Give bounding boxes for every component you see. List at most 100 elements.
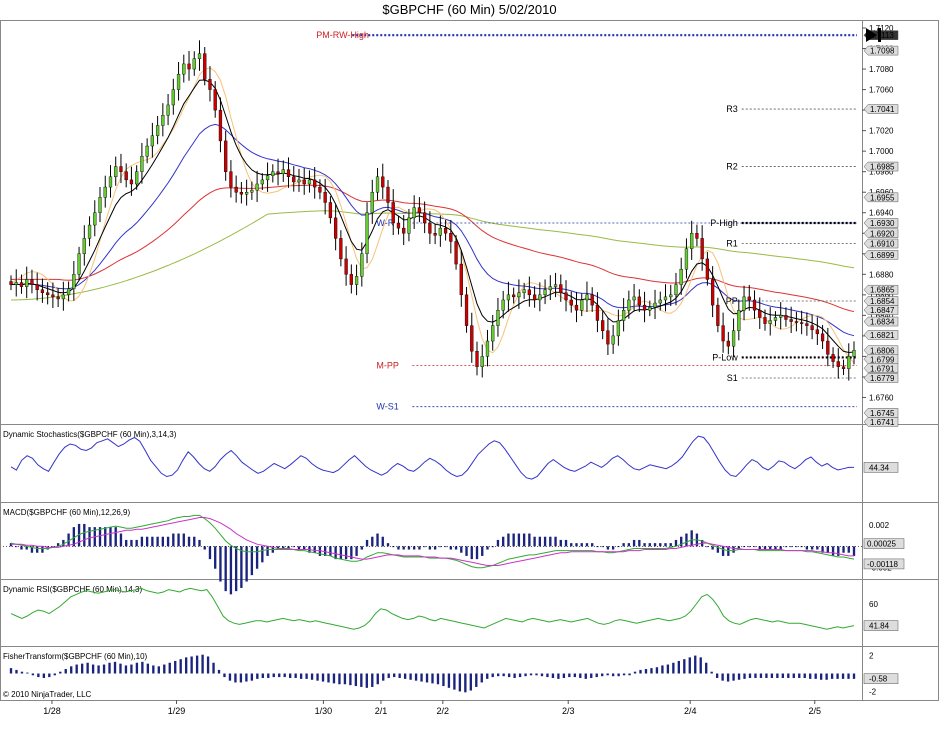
- candle-92: [491, 314, 495, 351]
- candle-body-48: [260, 179, 264, 185]
- macd-hist-bar-55: [297, 546, 301, 550]
- candle-body-76: [407, 217, 411, 234]
- macd-hist-bar-126: [669, 543, 672, 547]
- candle-24: [135, 165, 139, 190]
- macd-hist-bar-68: [365, 539, 369, 547]
- macd-hist-bar-143: [758, 546, 761, 550]
- macd-hist-bar-67: [360, 546, 363, 550]
- fisher-bar-90: [502, 673, 505, 677]
- macd-hist-bar-154: [816, 546, 819, 550]
- fisher-bar-126: [699, 657, 702, 674]
- candle-88: [470, 312, 474, 363]
- macd-hist-bar-98: [522, 533, 526, 547]
- price-tag-box-17: [863, 373, 899, 383]
- candle-body-135: [716, 304, 720, 326]
- macd-hist-bar-30: [166, 536, 170, 547]
- fisher-value-text: -0.58: [869, 675, 888, 684]
- macd-value-text-1: -0.00118: [867, 560, 899, 569]
- candle-body-155: [820, 333, 825, 342]
- candle-body-53: [286, 169, 291, 178]
- price-tag-box-1: [863, 45, 899, 56]
- macd-hist-bar-45: [245, 546, 248, 582]
- candle-body-107: [569, 299, 573, 306]
- fisher-bar-115: [639, 669, 642, 674]
- fisher-bar-79: [442, 673, 445, 687]
- end-bar-icon[interactable]: [878, 28, 881, 42]
- candle-73: [391, 189, 395, 236]
- candle-body-149: [789, 319, 793, 322]
- macd-hist-bar-58: [313, 546, 316, 553]
- candle-161: [852, 341, 856, 365]
- candle-118: [627, 290, 631, 319]
- candle-9: [56, 287, 60, 308]
- fisher-bar-142: [787, 673, 790, 678]
- macd-value-tag-1: [863, 558, 905, 570]
- candle-body-126: [669, 294, 673, 298]
- pivot-label-w-s1: W-S1: [376, 402, 398, 412]
- price-tag-text-7: 1.6910: [870, 240, 895, 249]
- candle-40: [218, 97, 223, 153]
- price-tag-box-11: [863, 305, 899, 315]
- fisher-bar-33: [190, 656, 193, 674]
- candle-body-34: [187, 63, 191, 70]
- fisher-bar-89: [497, 673, 500, 677]
- fisher-bar-112: [622, 673, 626, 676]
- candle-54: [292, 166, 296, 192]
- candle-body-40: [218, 109, 223, 142]
- fisher-bar-40: [228, 673, 232, 681]
- candle-body-12: [72, 274, 76, 289]
- candle-97: [517, 279, 521, 309]
- stoch-value-text: 44.34: [869, 463, 890, 472]
- macd-hist-bar-106: [564, 539, 568, 547]
- candle-body-81: [433, 233, 437, 236]
- pivot-label-r2: R2: [726, 162, 738, 172]
- macd-hist-bar-96: [512, 533, 515, 547]
- macd-hist-bar-145: [769, 546, 772, 550]
- candle-93: [496, 297, 500, 337]
- macd-hist-bar-136: [721, 546, 725, 556]
- fisher-bar-4: [31, 673, 35, 676]
- macd-hist-bar-83: [444, 546, 447, 548]
- macd-hist-bar-147: [779, 546, 782, 550]
- macd-hist-bar-60: [323, 546, 327, 556]
- price-tag-7: 1.6910: [863, 238, 899, 249]
- fisher-bar-46: [261, 673, 264, 678]
- candle-body-11: [66, 288, 71, 296]
- play-end-icon[interactable]: [866, 28, 877, 42]
- macd-hist-bar-62: [334, 546, 337, 560]
- candle-23: [129, 166, 134, 196]
- fisher-bar-22: [130, 664, 133, 674]
- candle-body-161: [852, 350, 856, 357]
- candle-91: [485, 329, 490, 367]
- fisher-bar-14: [86, 662, 89, 674]
- candle-152: [805, 312, 809, 336]
- candle-101: [538, 282, 542, 312]
- stoch-line: [10, 435, 854, 480]
- macd-hist-bar-3: [25, 546, 28, 550]
- fisher-bar-95: [529, 673, 533, 676]
- fisher-bar-104: [579, 673, 582, 678]
- price-tag-13: 1.6821: [863, 330, 899, 340]
- macd-hist-bar-75: [402, 546, 405, 550]
- macd-hist-bar-25: [140, 536, 144, 547]
- scroll-end-button[interactable]: [866, 28, 881, 42]
- fisher-bar-87: [486, 673, 489, 679]
- price-tag-box-9: [863, 284, 899, 295]
- macd-hist-bar-138: [732, 546, 735, 553]
- candle-95: [506, 281, 511, 312]
- candle-30: [166, 94, 170, 126]
- candle-body-72: [386, 186, 390, 203]
- fisher-bar-7: [48, 673, 51, 678]
- candle-145: [768, 307, 772, 336]
- fisher-bar-107: [595, 673, 598, 678]
- macd-hist-bar-125: [664, 543, 667, 547]
- candle-156: [826, 327, 830, 367]
- fisher-bar-133: [737, 673, 741, 680]
- fisher-bar-128: [710, 671, 713, 674]
- macd-hist-bar-90: [481, 546, 484, 556]
- macd-hist-bar-94: [502, 536, 505, 547]
- macd-hist-bar-122: [648, 543, 651, 547]
- candle-body-131: [695, 233, 699, 239]
- fisher-bar-125: [694, 655, 697, 674]
- fisher-bar-50: [283, 673, 286, 678]
